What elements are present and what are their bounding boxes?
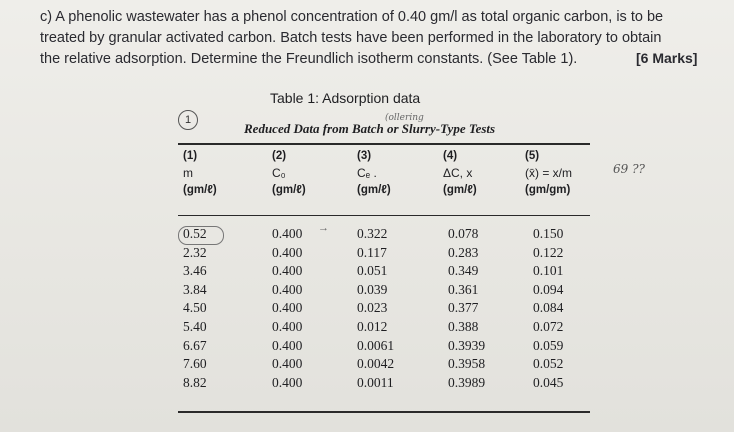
table-cell: 0.0011 bbox=[357, 374, 394, 390]
table-cell: 0.400 bbox=[272, 300, 303, 316]
table-top-rule bbox=[178, 143, 590, 145]
table-cell: 0.072 bbox=[533, 318, 564, 334]
header-col-4: (4) ΔC, x (gm/ℓ) bbox=[443, 150, 477, 200]
table-column-2: 0.400 0.400 0.400 0.400 0.400 0.400 0.400 0.400… bbox=[272, 225, 302, 392]
table-cell: 0.400 bbox=[272, 244, 303, 260]
question-line-2: treated by granular activated carbon. Ba… bbox=[40, 30, 662, 46]
table-cell: 0.094 bbox=[533, 281, 564, 297]
header-bottom-rule bbox=[178, 215, 590, 216]
header-col-1-number: (1) bbox=[183, 150, 198, 162]
table-cell: 0.400 bbox=[272, 263, 303, 279]
header-col-5-number: (5) bbox=[525, 150, 540, 162]
table-cell: 0.0042 bbox=[357, 356, 395, 372]
arrow-annotation: → bbox=[318, 222, 329, 234]
table-cell: 0.349 bbox=[448, 263, 479, 279]
circled-first-value-annotation bbox=[178, 226, 224, 245]
table-cell: 0.400 bbox=[272, 281, 303, 297]
table-cell: 7.60 bbox=[183, 356, 207, 372]
header-col-5-unit: (gm/gm) bbox=[525, 184, 571, 196]
table-cell: 0.101 bbox=[533, 263, 564, 279]
table-cell: 0.361 bbox=[448, 281, 479, 297]
table-cell: 0.052 bbox=[533, 356, 564, 372]
table-cell: 0.3989 bbox=[448, 374, 486, 390]
header-col-1-symbol: m bbox=[183, 166, 193, 180]
table-cell: 0.322 bbox=[357, 226, 388, 241]
table-cell: 0.117 bbox=[357, 244, 387, 260]
header-col-3: (3) Cₑ . (gm/ℓ) bbox=[357, 150, 391, 200]
table-caption: Reduced Data from Batch or Slurry-Type T… bbox=[244, 121, 496, 136]
table-cell: 0.283 bbox=[448, 244, 479, 260]
header-col-3-symbol: Cₑ . bbox=[357, 166, 377, 180]
header-col-1: (1) m (gm/ℓ) bbox=[183, 150, 217, 200]
table-cell: 0.122 bbox=[533, 244, 564, 260]
table-cell: 0.059 bbox=[533, 337, 564, 353]
header-col-2-unit: (gm/ℓ) bbox=[272, 184, 306, 196]
table-cell: 4.50 bbox=[183, 300, 207, 316]
table-cell: 0.400 bbox=[272, 226, 303, 241]
table-cell: 0.400 bbox=[272, 374, 303, 390]
table-cell: 5.40 bbox=[183, 318, 207, 334]
header-col-3-number: (3) bbox=[357, 150, 372, 162]
handwritten-note-top: (ollering bbox=[385, 113, 424, 123]
table-cell: 0.150 bbox=[533, 226, 564, 241]
header-col-5-symbol: (x̄) = x/m bbox=[525, 166, 572, 180]
table-cell: 0.52 bbox=[183, 226, 207, 241]
table-bottom-rule bbox=[178, 411, 590, 413]
table-cell: 0.400 bbox=[272, 337, 303, 353]
table-cell: 0.045 bbox=[533, 374, 564, 390]
table-column-4: 0.078 0.283 0.349 0.361 0.377 0.388 0.3939 0.39… bbox=[448, 225, 485, 392]
table-cell: 0.400 bbox=[272, 318, 303, 334]
header-col-1-unit: (gm/ℓ) bbox=[183, 184, 217, 196]
table-cell: 0.388 bbox=[448, 318, 479, 334]
header-col-4-unit: (gm/ℓ) bbox=[443, 184, 477, 196]
table-cell: 3.46 bbox=[183, 263, 207, 279]
handwritten-margin-note: 69 ?? bbox=[613, 162, 645, 176]
table-cell: 0.377 bbox=[448, 300, 479, 316]
circled-number-annotation: 1 bbox=[178, 110, 198, 130]
table-cell: 6.67 bbox=[183, 337, 207, 353]
table-title: Table 1: Adsorption data bbox=[270, 90, 421, 106]
table-cell: 0.078 bbox=[448, 226, 479, 241]
table-column-1: 0.52 2.32 3.46 3.84 4.50 5.40 6.67 7.60 8.82 bbox=[183, 225, 207, 392]
table-cell: 3.84 bbox=[183, 281, 207, 297]
table-cell: 2.32 bbox=[183, 244, 207, 260]
table-cell: 8.82 bbox=[183, 374, 207, 390]
question-line-1: c) A phenolic wastewater has a phenol co… bbox=[40, 9, 664, 25]
table-cell: 0.023 bbox=[357, 300, 388, 316]
header-col-2-symbol: C₀ bbox=[272, 166, 286, 180]
table-cell: 0.400 bbox=[272, 356, 303, 372]
table-column-3: 0.322 0.117 0.051 0.039 0.023 0.012 0.0061 0.00… bbox=[357, 225, 394, 392]
header-col-4-symbol: ΔC, x bbox=[443, 166, 473, 180]
table-cell: 0.039 bbox=[357, 281, 388, 297]
header-col-3-unit: (gm/ℓ) bbox=[357, 184, 391, 196]
table-cell: 0.3939 bbox=[448, 337, 486, 353]
table-cell: 0.3958 bbox=[448, 356, 486, 372]
header-col-2: (2) C₀ (gm/ℓ) bbox=[272, 150, 306, 200]
header-col-2-number: (2) bbox=[272, 150, 287, 162]
marks-label: [6 Marks] bbox=[636, 50, 698, 66]
header-col-5: (5) (x̄) = x/m (gm/gm) bbox=[525, 150, 572, 200]
question-line-3: the relative adsorption. Determine the F… bbox=[40, 51, 578, 67]
table-column-5: 0.150 0.122 0.101 0.094 0.084 0.072 0.059 0.052… bbox=[533, 225, 563, 392]
header-col-4-number: (4) bbox=[443, 150, 458, 162]
table-cell: 0.012 bbox=[357, 318, 388, 334]
table-cell: 0.051 bbox=[357, 263, 388, 279]
table-cell: 0.084 bbox=[533, 300, 564, 316]
table-cell: 0.0061 bbox=[357, 337, 395, 353]
